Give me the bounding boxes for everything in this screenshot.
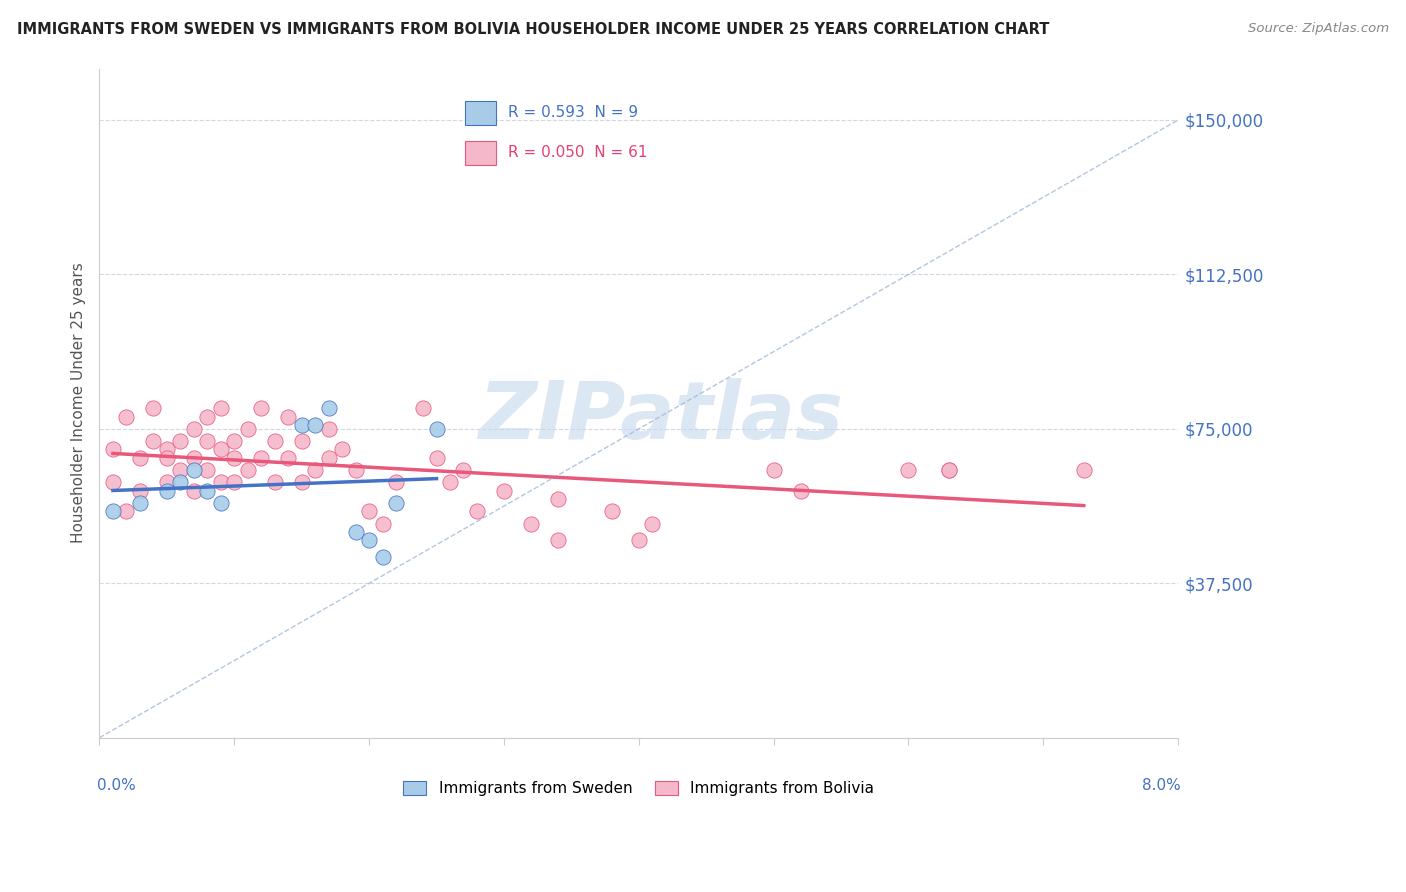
Point [291, 475, 314, 490]
Point [250, 401, 273, 416]
Point [183, 450, 205, 465]
Point [236, 463, 259, 477]
Text: 8.0%: 8.0% [1142, 778, 1180, 793]
Point [128, 450, 150, 465]
Text: 0.0%: 0.0% [97, 778, 136, 793]
Point [318, 450, 340, 465]
Point [304, 417, 326, 432]
Point [115, 409, 138, 424]
Point [425, 422, 447, 436]
Text: Source: ZipAtlas.com: Source: ZipAtlas.com [1249, 22, 1389, 36]
Text: ZIPatlas: ZIPatlas [478, 377, 842, 456]
Point [101, 442, 124, 457]
Point [344, 524, 367, 539]
Point [101, 504, 124, 518]
Point [156, 483, 179, 498]
Point [385, 475, 408, 490]
Point [115, 504, 138, 518]
Point [762, 463, 785, 477]
Point [938, 463, 960, 477]
Point [789, 483, 811, 498]
Point [183, 483, 205, 498]
Point [209, 401, 232, 416]
Point [156, 450, 179, 465]
Point [425, 450, 447, 465]
Point [547, 533, 569, 547]
Point [359, 533, 381, 547]
Point [412, 401, 434, 416]
Point [318, 422, 340, 436]
Point [169, 434, 191, 449]
Point [236, 422, 259, 436]
Point [169, 475, 191, 490]
Point [330, 442, 353, 457]
Point [142, 401, 165, 416]
Point [359, 504, 381, 518]
Point [224, 475, 246, 490]
Point [291, 434, 314, 449]
Point [183, 422, 205, 436]
Point [371, 516, 394, 531]
Point [439, 475, 461, 490]
Point [318, 401, 340, 416]
Point [627, 533, 650, 547]
Y-axis label: Householder Income Under 25 years: Householder Income Under 25 years [72, 263, 86, 543]
Point [938, 463, 960, 477]
Point [277, 409, 299, 424]
Point [547, 491, 569, 506]
Point [101, 475, 124, 490]
Point [600, 504, 623, 518]
Point [195, 463, 218, 477]
Point [385, 496, 408, 510]
Point [183, 463, 205, 477]
Point [453, 463, 475, 477]
Point [304, 463, 326, 477]
Point [209, 475, 232, 490]
Point [156, 475, 179, 490]
Point [291, 417, 314, 432]
Point [263, 434, 285, 449]
Point [641, 516, 664, 531]
Point [277, 450, 299, 465]
Point [520, 516, 543, 531]
Point [209, 442, 232, 457]
Legend: Immigrants from Sweden, Immigrants from Bolivia: Immigrants from Sweden, Immigrants from … [395, 773, 882, 804]
Point [897, 463, 920, 477]
Point [344, 463, 367, 477]
Point [195, 483, 218, 498]
Point [263, 475, 285, 490]
Point [195, 434, 218, 449]
Point [1073, 463, 1095, 477]
Point [250, 450, 273, 465]
Point [128, 496, 150, 510]
Point [169, 463, 191, 477]
Point [224, 434, 246, 449]
Point [371, 549, 394, 564]
Text: IMMIGRANTS FROM SWEDEN VS IMMIGRANTS FROM BOLIVIA HOUSEHOLDER INCOME UNDER 25 YE: IMMIGRANTS FROM SWEDEN VS IMMIGRANTS FRO… [17, 22, 1049, 37]
Point [209, 496, 232, 510]
Point [128, 483, 150, 498]
Point [156, 442, 179, 457]
Point [195, 409, 218, 424]
Point [142, 434, 165, 449]
Point [492, 483, 515, 498]
Point [465, 504, 488, 518]
Point [224, 450, 246, 465]
